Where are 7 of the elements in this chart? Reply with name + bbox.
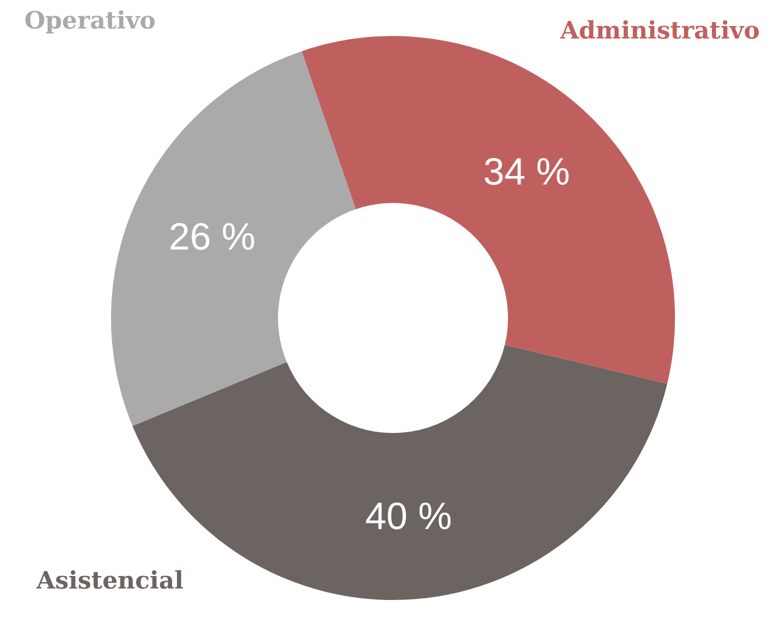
data-label: 34 % <box>483 151 570 194</box>
slice-label: Operativo <box>24 5 156 34</box>
data-label: 26 % <box>168 216 256 259</box>
slice-label: Administrativo <box>559 15 760 44</box>
donut-slice <box>111 51 356 426</box>
slice-label: Asistencial <box>36 565 184 594</box>
data-label: 40 % <box>365 496 452 538</box>
